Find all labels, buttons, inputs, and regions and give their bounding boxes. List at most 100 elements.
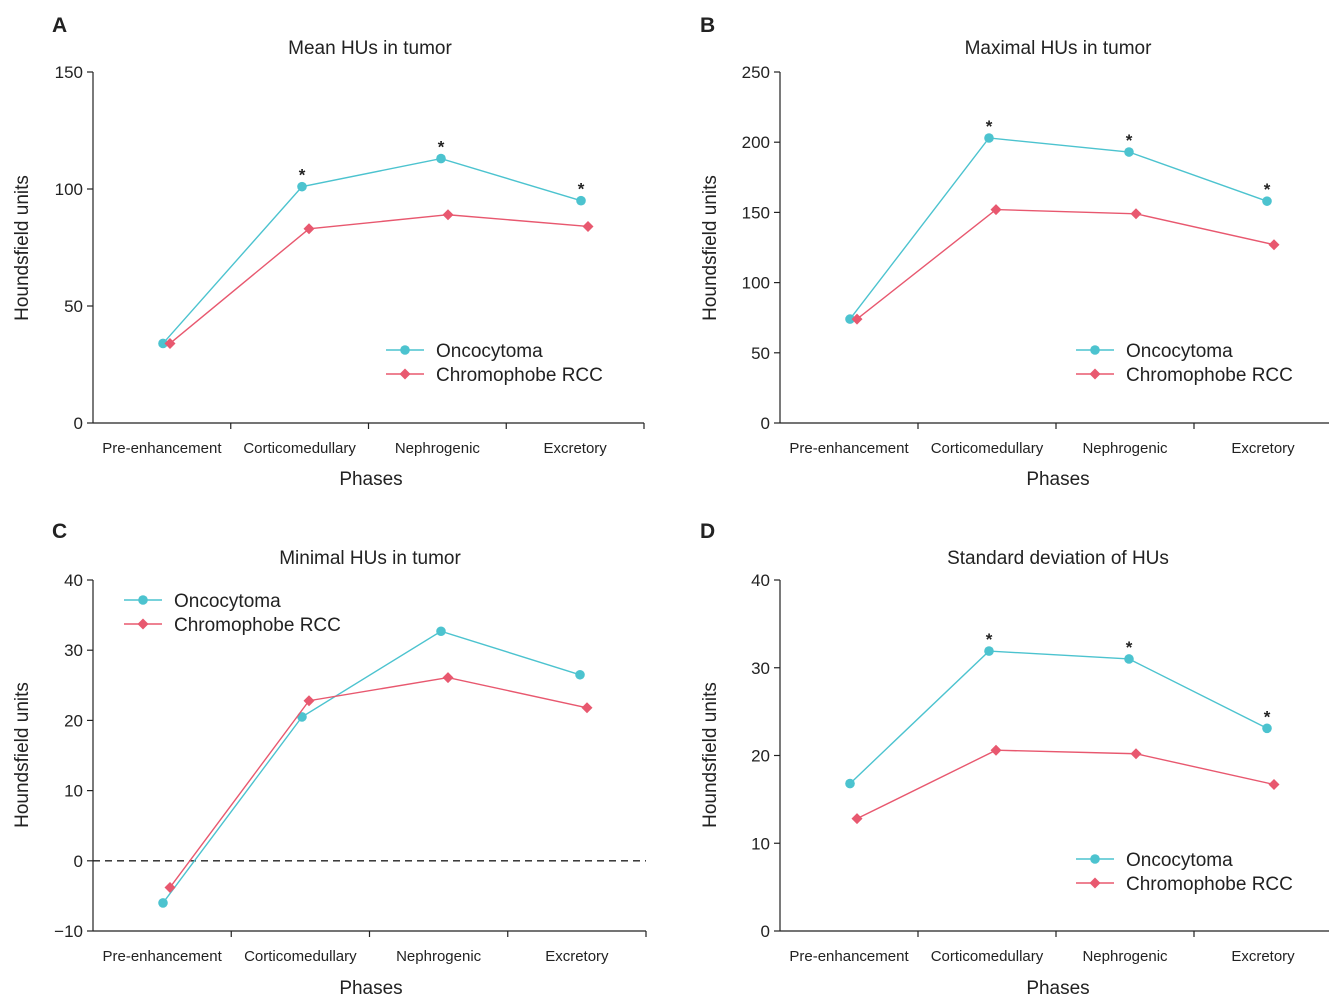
legend-label-a: Chromophobe RCC [436,365,603,386]
x-axis-label-d: Phases [1026,978,1089,998]
y-tick-label-d: 20 [751,747,770,766]
x-tick-label-a: Excretory [543,440,607,457]
legend-label-a: Oncocytoma [436,341,543,362]
significance-marker-b: * [1264,180,1271,199]
y-tick-label-b: 100 [742,274,770,293]
x-tick-label-b: Pre-enhancement [789,440,909,457]
legend-marker-oncocytoma-a [400,345,410,355]
data-point-chromophobe-b [990,204,1002,216]
x-tick-label-a: Nephrogenic [395,440,481,457]
legend-marker-chromophobe-b [1089,368,1101,380]
y-tick-label-c: 10 [64,782,83,801]
data-point-chromophobe-a [442,209,454,221]
data-point-oncocytoma-c [575,669,585,680]
y-tick-label-d: 30 [751,659,770,678]
data-point-oncocytoma-c [436,626,446,637]
y-tick-label-b: 200 [742,133,770,152]
legend-label-c: Chromophobe RCC [174,615,341,636]
legend-marker-oncocytoma-d [1090,854,1100,864]
series-line-oncocytoma-a [162,157,582,344]
data-point-chromophobe-d [851,813,863,825]
series-line-chromophobe-a [169,214,589,344]
y-tick-label-c: 0 [74,852,83,871]
y-tick-label-b: 0 [761,414,770,433]
y-tick-label-a: 0 [74,414,83,433]
x-tick-label-c: Pre-enhancement [103,948,223,965]
legend-marker-oncocytoma-b [1090,345,1100,355]
y-axis-label-d: Houndsfield units [700,682,721,828]
series-line-chromophobe-d [856,749,1275,820]
data-point-oncocytoma-b [1124,147,1134,157]
data-point-chromophobe-c [303,695,315,707]
data-point-chromophobe-c [581,702,593,714]
data-point-oncocytoma-a [576,195,586,206]
x-tick-label-a: Pre-enhancement [102,440,222,457]
data-point-oncocytoma-d [984,646,994,656]
x-tick-label-a: Corticomedullary [243,440,356,457]
chart-title-b: Maximal HUs in tumor [965,38,1153,59]
data-point-chromophobe-d [990,744,1002,756]
significance-marker-a: * [578,180,585,199]
significance-marker-d: * [1126,638,1133,657]
y-tick-label-c: −10 [54,922,83,941]
x-tick-label-b: Corticomedullary [931,440,1044,457]
legend-label-c: Oncocytoma [174,591,281,612]
x-tick-label-c: Nephrogenic [396,948,482,965]
y-axis-label-b: Houndsfield units [700,175,721,321]
legend-marker-chromophobe-c [137,618,149,630]
data-point-oncocytoma-a [297,181,307,192]
y-tick-label-b: 150 [742,203,770,222]
x-tick-label-b: Excretory [1231,440,1295,457]
legend-label-b: Chromophobe RCC [1126,365,1293,386]
legend-marker-oncocytoma-c [138,595,148,605]
x-tick-label-d: Pre-enhancement [789,948,909,965]
data-point-oncocytoma-d [1124,654,1134,664]
legend-marker-chromophobe-d [1089,877,1101,889]
data-point-chromophobe-a [164,337,176,349]
y-tick-label-d: 0 [761,922,770,941]
y-tick-label-d: 10 [751,834,770,853]
data-point-chromophobe-a [303,223,315,235]
legend-label-d: Chromophobe RCC [1126,874,1293,895]
data-point-oncocytoma-b [1262,196,1272,206]
legend-label-d: Oncocytoma [1126,850,1233,871]
y-tick-label-b: 250 [742,63,770,82]
series-line-oncocytoma-c [162,630,581,904]
data-point-chromophobe-b [1130,208,1142,220]
series-line-chromophobe-c [169,676,588,888]
y-tick-label-c: 30 [64,641,83,660]
data-point-oncocytoma-a [436,153,446,164]
chart-title-d: Standard deviation of HUs [947,548,1169,569]
x-axis-label-c: Phases [339,978,402,998]
data-point-chromophobe-b [1268,239,1280,251]
x-tick-label-b: Nephrogenic [1082,440,1168,457]
series-line-chromophobe-b [856,208,1275,320]
significance-marker-d: * [1264,707,1271,726]
chart-title-a: Mean HUs in tumor [288,38,452,59]
panel-letter-d: D [700,520,715,543]
significance-marker-a: * [438,138,445,157]
x-tick-label-c: Corticomedullary [244,948,357,965]
y-tick-label-a: 150 [55,63,83,82]
x-axis-label-a: Phases [339,469,402,490]
data-point-chromophobe-d [1130,748,1142,760]
legend-label-b: Oncocytoma [1126,341,1233,362]
data-point-chromophobe-c [164,881,176,893]
data-point-oncocytoma-a [158,338,168,349]
x-tick-label-d: Nephrogenic [1082,948,1168,965]
y-tick-label-d: 40 [751,571,770,590]
data-point-oncocytoma-b [845,314,855,324]
y-tick-label-b: 50 [751,344,770,363]
y-tick-label-c: 40 [64,571,83,590]
data-point-chromophobe-a [582,220,594,232]
y-tick-label-a: 100 [55,180,83,199]
significance-marker-d: * [986,630,993,649]
significance-marker-b: * [1126,131,1133,150]
panel-letter-b: B [700,14,715,37]
panel-letter-a: A [52,14,67,37]
data-point-oncocytoma-d [1262,723,1272,734]
significance-marker-b: * [986,117,993,136]
y-tick-label-c: 20 [64,711,83,730]
chart-title-c: Minimal HUs in tumor [279,548,461,569]
